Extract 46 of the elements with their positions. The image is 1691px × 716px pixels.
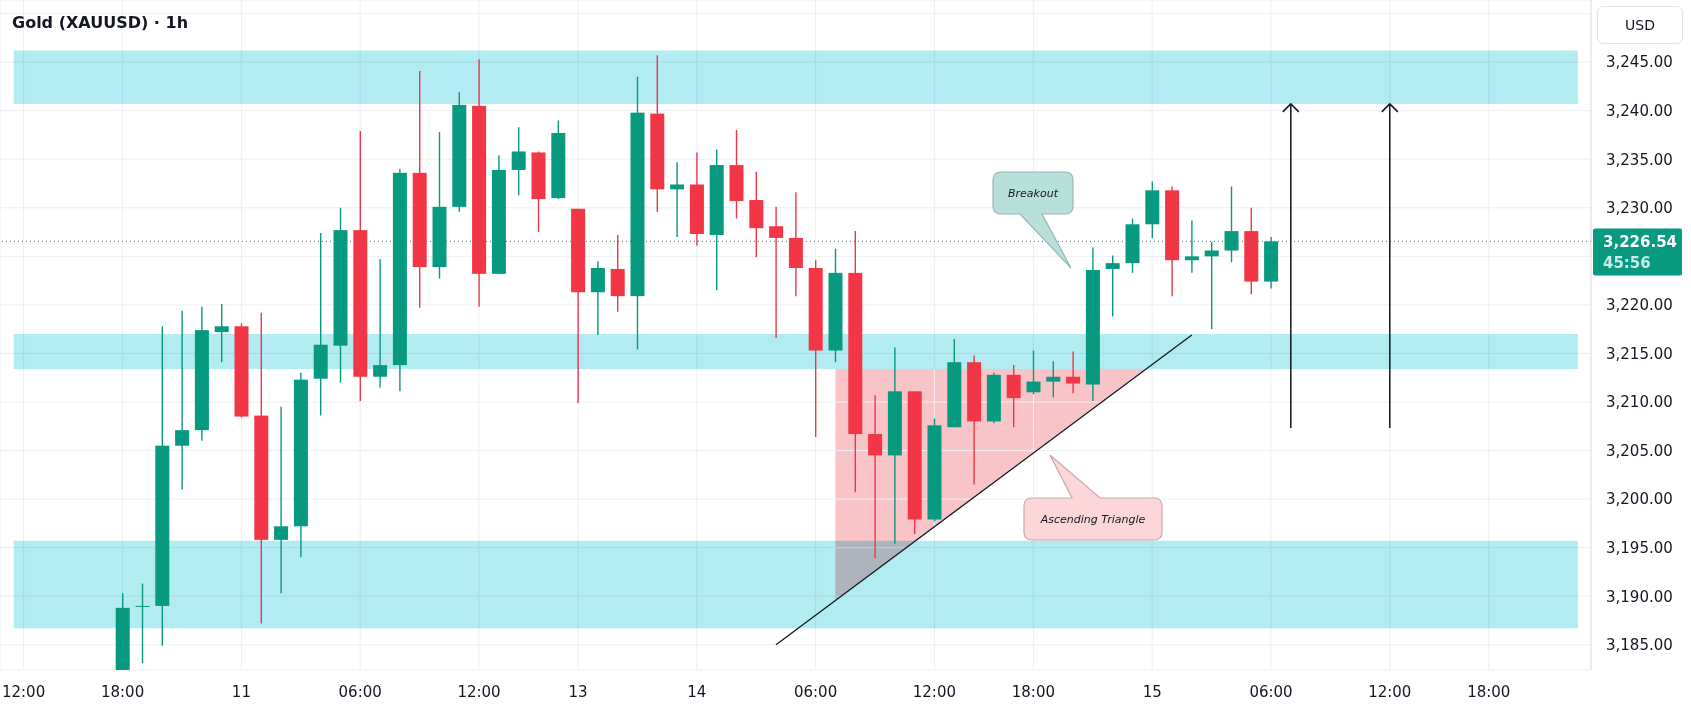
x-tick-label: 13 [568,682,588,701]
annotation: Breakout [1008,186,1059,200]
candlestick [1026,349,1041,395]
candlestick [135,582,150,664]
y-tick-label: 3,195.00 [1606,538,1673,557]
x-tick-label: 12:00 [912,682,957,701]
x-tick-label: 12:00 [457,682,501,701]
y-tick-label: 3,185.00 [1606,636,1673,655]
annotation: Ascending Triangle [1039,512,1146,526]
x-tick-label: 15 [1142,682,1162,701]
candlestick [511,126,526,196]
candlestick [868,394,883,560]
x-tick-label: 12:00 [1368,682,1412,701]
candlestick [1006,364,1021,428]
candlestick [214,303,229,363]
y-tick-label: 3,205.00 [1606,441,1673,460]
y-axis-title: USD [1597,6,1683,44]
y-tick-label: 3,190.00 [1606,587,1673,606]
x-tick-label: 14 [687,682,707,701]
text: Gold (XAUUSD) · 1h [12,13,189,32]
candlestick [1066,350,1081,394]
candlestick [274,406,289,594]
x-tick-label: 12:00 [1,682,46,701]
text: 45:56 [1603,253,1651,272]
y-tick-label: 3,230.00 [1606,199,1673,218]
y-tick-label: 3,200.00 [1606,490,1673,509]
x-tick-label: 18:00 [1467,682,1511,701]
y-tick-label: 3,245.00 [1606,53,1673,72]
candlestick [1046,360,1061,398]
ref-line-label: 3,226.54 [1603,232,1678,251]
candlestick [1105,254,1120,318]
y-tick-label: 3,220.00 [1606,296,1673,315]
candlestick [175,310,190,491]
candlestick [769,206,784,339]
candlestick [373,258,388,389]
x-tick-label: 06:00 [793,682,838,701]
x-tick-label: 11 [231,682,251,701]
candlestick [670,161,685,238]
x-tick-label: 18:00 [100,682,145,701]
x-tick-label: 18:00 [1011,682,1056,701]
y-tick-label: 3,210.00 [1606,393,1673,412]
y-tick-label: 3,215.00 [1606,344,1673,363]
y-tick-label: 3,235.00 [1606,150,1673,169]
x-tick-label: 06:00 [338,682,382,701]
x-tick-label: 06:00 [1249,682,1293,701]
y-tick-label: 3,240.00 [1606,102,1673,121]
